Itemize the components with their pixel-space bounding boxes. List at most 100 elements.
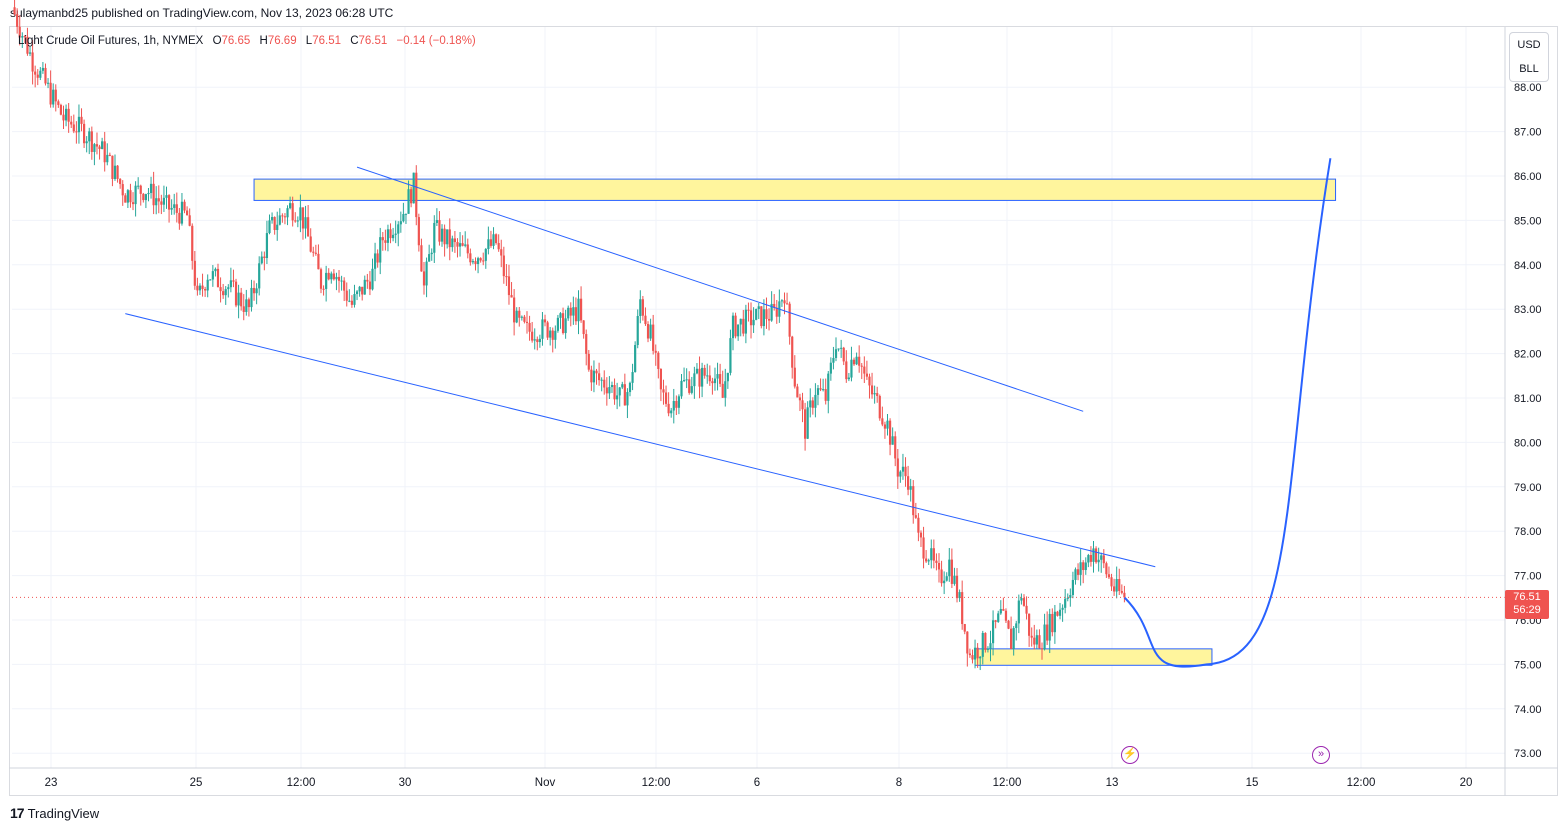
candle-body [1118,579,1121,591]
candle-body [502,255,505,277]
candle-body [1071,579,1074,595]
candle-body [1051,613,1054,633]
candle-body [510,295,513,298]
candle-body [234,281,238,306]
candle-body [613,385,616,400]
candle-body [1102,555,1105,564]
candle-body [106,154,109,163]
candle-body [381,237,384,241]
candle-body [371,268,374,290]
tradingview-brand[interactable]: 17 TradingView [10,805,99,821]
candle-body [541,319,544,339]
candle-body [904,466,907,477]
candle-body [337,276,341,281]
candle-body [479,258,482,261]
x-tick-label: 12:00 [287,777,316,789]
fast-forward-icon[interactable]: » [1312,746,1330,764]
candle-body [186,210,189,216]
candle-body [556,317,559,331]
candle-body [247,299,250,308]
candle-body [54,89,57,102]
candle-body [886,420,889,429]
candle-body [343,280,346,291]
candle-body [332,273,335,280]
candle-body [289,203,292,209]
candle-body [157,198,160,202]
candle-body [922,537,925,559]
candle-body [505,276,508,278]
candle-body [397,224,400,234]
candle-body [757,306,760,309]
candle-body [1046,624,1049,641]
candle-body [59,104,63,115]
candle-body [783,300,786,304]
x-tick-label: Nov [535,777,556,789]
candle-body [863,366,866,374]
candle-body [873,393,876,395]
candle-body [294,220,297,222]
candle-body [824,389,827,401]
candle-body [304,217,307,229]
candle-body [376,253,379,263]
unit-selector[interactable]: USD BLL [1509,32,1549,82]
candle-body [641,299,644,316]
candle-body [312,251,315,253]
candle-body [124,195,127,203]
candle-body [621,384,624,388]
candle-body [798,397,802,401]
candle-body [801,400,804,410]
candle-body [188,215,191,226]
candle-body [1030,635,1033,638]
candle-body [160,201,163,205]
candle-body [129,190,132,203]
currency-button[interactable]: USD [1517,39,1541,51]
candle-body [39,70,42,78]
x-tick-label: 23 [45,777,58,789]
candle-body [175,204,178,213]
candle-body [554,330,557,340]
drawings [12,158,1505,668]
candle-body [598,373,601,381]
candle-body [139,185,142,194]
candle-body [227,287,230,290]
candle-body [1012,628,1015,649]
candle-body [816,388,820,395]
candle-body [26,36,29,54]
candle-body [57,101,60,105]
candle-body [531,331,534,341]
lightning-icon[interactable]: ⚡ [1121,746,1139,764]
candle-body [1097,559,1100,563]
candle-body [579,298,583,321]
candle-body [1087,555,1090,563]
candle-body [67,108,70,122]
price-zone [253,178,1337,201]
candle-body [721,383,724,398]
candle-body [410,189,413,204]
candle-body [1035,635,1038,645]
candle-body [268,220,271,234]
candle-body [719,374,722,384]
candle-body [222,291,225,296]
candle-body [144,194,147,201]
candle-body [21,36,24,38]
candle-body [1079,562,1082,575]
candle-body [1066,597,1069,599]
candle-body [252,287,256,294]
axes: 88.00 87.00 86.00 85.00 84.00 83.00 82.00 81.00… [9,27,1558,796]
candle-body [513,297,516,323]
candle-body [456,242,459,247]
candle-body [52,89,55,105]
candle-body [1058,609,1062,616]
candle-body [690,386,693,393]
candle-body [1028,613,1031,636]
candle-body [958,592,961,599]
candle-body [680,380,683,397]
y-tick-label: 87.00 [1514,127,1542,139]
unit-button[interactable]: BLL [1519,63,1539,75]
y-tick-label: 81.00 [1514,393,1542,405]
candle-body [973,647,977,660]
candle-body [538,338,541,343]
candle-body [373,253,377,269]
candle-body [335,276,338,280]
